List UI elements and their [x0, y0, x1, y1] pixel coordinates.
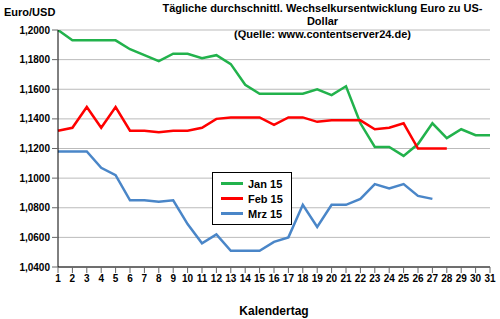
svg-text:21: 21 — [340, 273, 352, 284]
svg-text:1,1600: 1,1600 — [19, 84, 50, 95]
svg-text:1,2000: 1,2000 — [19, 25, 50, 36]
svg-text:27: 27 — [427, 273, 439, 284]
svg-text:30: 30 — [470, 273, 482, 284]
svg-text:17: 17 — [283, 273, 295, 284]
svg-text:5: 5 — [113, 273, 119, 284]
svg-text:20: 20 — [326, 273, 338, 284]
svg-text:18: 18 — [297, 273, 309, 284]
svg-text:6: 6 — [127, 273, 133, 284]
svg-text:1,1000: 1,1000 — [19, 173, 50, 184]
svg-text:14: 14 — [240, 273, 252, 284]
svg-text:1: 1 — [55, 273, 61, 284]
svg-text:11: 11 — [197, 273, 208, 284]
svg-text:1,1200: 1,1200 — [19, 143, 50, 154]
svg-text:8: 8 — [156, 273, 162, 284]
svg-text:9: 9 — [170, 273, 176, 284]
svg-text:12: 12 — [211, 273, 223, 284]
html-text:Mrz 15: Mrz 15 — [248, 207, 283, 220]
svg-text:19: 19 — [312, 273, 324, 284]
svg-text:31: 31 — [484, 273, 492, 284]
svg-text:10: 10 — [182, 273, 194, 284]
svg-text:7: 7 — [142, 273, 148, 284]
svg-text:26: 26 — [412, 273, 424, 284]
svg-text:29: 29 — [456, 273, 468, 284]
svg-text:25: 25 — [398, 273, 410, 284]
svg-text:Kalendertag: Kalendertag — [239, 304, 308, 318]
svg-text:13: 13 — [225, 273, 237, 284]
svg-text:1,1400: 1,1400 — [19, 113, 50, 124]
svg-text:1,1800: 1,1800 — [19, 54, 50, 65]
html-text:(Quelle: www.contentserver24.d: (Quelle: www.contentserver24.de) — [234, 28, 411, 40]
svg-text:4: 4 — [98, 273, 104, 284]
svg-text:1,0800: 1,0800 — [19, 202, 50, 213]
svg-text:28: 28 — [441, 273, 453, 284]
svg-text:3: 3 — [84, 273, 90, 284]
svg-text:22: 22 — [355, 273, 367, 284]
svg-text:1,0400: 1,0400 — [19, 262, 50, 273]
html-text:Tägliche durchschnittl. Wechse: Tägliche durchschnittl. Wechselkursentwi… — [162, 2, 483, 27]
svg-text:16: 16 — [268, 273, 280, 284]
html-text:Jan 15: Jan 15 — [248, 177, 283, 190]
html-text:Euro/USD: Euro/USD — [4, 6, 56, 18]
html-text:Feb 15: Feb 15 — [248, 192, 283, 205]
svg-text:24: 24 — [384, 273, 396, 284]
svg-text:2: 2 — [70, 273, 76, 284]
svg-text:23: 23 — [369, 273, 381, 284]
svg-text:1,0600: 1,0600 — [19, 232, 50, 243]
svg-text:15: 15 — [254, 273, 266, 284]
